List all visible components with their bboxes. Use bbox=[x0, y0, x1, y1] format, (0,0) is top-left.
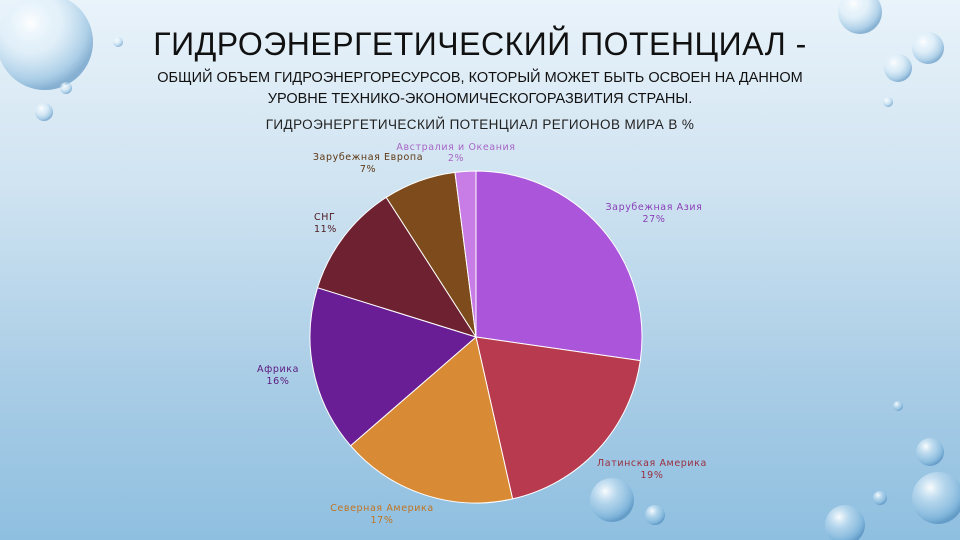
slice-percent-label: 16% bbox=[267, 376, 290, 387]
pie-slice bbox=[454, 170, 477, 338]
slide-title: ГИДРОЭНЕРГЕТИЧЕСКИЙ ПОТЕНЦИАЛ - bbox=[153, 26, 807, 62]
slice-percent-label: 7% bbox=[360, 164, 376, 175]
pie-slice bbox=[309, 287, 478, 447]
slice-name-label: Зарубежная Европа bbox=[313, 152, 423, 163]
slice-name-label: Зарубежная Азия bbox=[605, 202, 702, 213]
slice-name-label: СНГ bbox=[314, 212, 335, 223]
pie-slice bbox=[316, 196, 478, 338]
slice-percent-label: 2% bbox=[448, 153, 464, 164]
slice-name-label: Северная Америка bbox=[330, 503, 434, 514]
slice-percent-label: 27% bbox=[643, 214, 666, 225]
chart-title: ГИДРОЭНЕРГЕТИЧЕСКИЙ ПОТЕНЦИАЛ РЕГИОНОВ М… bbox=[265, 117, 695, 132]
pie-slice bbox=[349, 336, 514, 504]
slice-name-label: Африка bbox=[257, 364, 299, 375]
slice-name-label: Австралия и Океания bbox=[396, 142, 515, 153]
subtitle-line-2: УРОВНЕ ТЕХНИКО-ЭКОНОМИЧЕСКОГОРАЗВИТИЯ СТ… bbox=[267, 91, 693, 107]
slice-percent-label: 11% bbox=[314, 224, 337, 235]
pie-slice bbox=[475, 336, 641, 500]
slice-name-label: Латинская Америка bbox=[597, 458, 707, 469]
pie-slice bbox=[475, 170, 643, 362]
slice-percent-label: 17% bbox=[371, 515, 394, 526]
slide-subtitle: ОБЩИЙ ОБЪЕМ ГИДРОЭНЕРГОРЕСУРСОВ, КОТОРЫЙ… bbox=[100, 68, 860, 110]
subtitle-line-1: ОБЩИЙ ОБЪЕМ ГИДРОЭНЕРГОРЕСУРСОВ, КОТОРЫЙ… bbox=[157, 70, 803, 86]
slice-percent-label: 19% bbox=[641, 470, 664, 481]
